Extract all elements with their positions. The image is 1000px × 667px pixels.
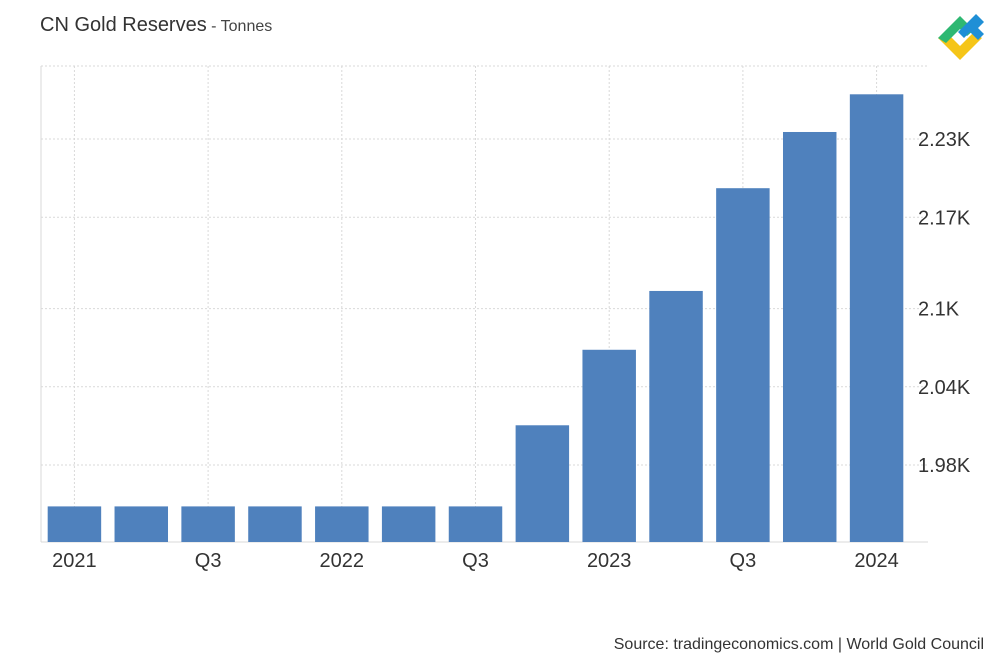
x-tick-label: 2023	[587, 550, 632, 572]
y-tick-label: 2.04K	[918, 377, 971, 399]
bar[interactable]	[515, 425, 570, 542]
y-axis: 1.98K 2.04K 2.1K 2.17K 2.23K	[918, 129, 971, 477]
x-tick-label: Q3	[730, 550, 757, 572]
chart-unit: Tonnes	[220, 18, 273, 35]
logo-blue-cross	[958, 14, 984, 40]
logo-green-chevron	[938, 16, 974, 43]
x-tick-label: Q3	[462, 550, 489, 572]
source-note: Source: tradingeconomics.com | World Gol…	[613, 636, 984, 653]
x-axis: 2021 Q3 2022 Q3 2023 Q3 2024	[52, 550, 899, 572]
x-tick-label: Q3	[195, 550, 222, 572]
x-tick-label: 2024	[854, 550, 899, 572]
bar[interactable]	[782, 131, 837, 542]
bar[interactable]	[114, 506, 169, 542]
bar[interactable]	[315, 506, 369, 542]
bar[interactable]	[47, 506, 102, 542]
bar-chart: 2021 Q3 2022 Q3 2023 Q3 2024 1.98K 2.04K 2.1K 2.1…	[40, 65, 971, 572]
chart-title-text: CN Gold Reserves	[40, 14, 207, 36]
bar[interactable]	[381, 506, 436, 542]
bar[interactable]	[248, 506, 302, 542]
tradingeconomics-logo-icon[interactable]	[934, 12, 986, 64]
bar[interactable]	[181, 506, 235, 542]
x-tick-label: 2022	[320, 550, 365, 572]
y-tick-label: 2.17K	[918, 207, 971, 229]
x-tick-label: 2021	[52, 550, 97, 572]
y-tick-label: 2.1K	[918, 299, 960, 321]
bar[interactable]	[649, 290, 703, 542]
bar[interactable]	[849, 94, 904, 542]
bars-layer	[47, 94, 904, 542]
y-tick-label: 1.98K	[918, 455, 971, 477]
bar[interactable]	[448, 506, 503, 542]
bar[interactable]	[582, 349, 636, 542]
chart-unit-separator: -	[206, 18, 221, 35]
bar[interactable]	[716, 188, 770, 542]
y-tick-label: 2.23K	[918, 129, 971, 151]
chart-title: CN Gold Reserves - Tonnes	[40, 14, 272, 37]
